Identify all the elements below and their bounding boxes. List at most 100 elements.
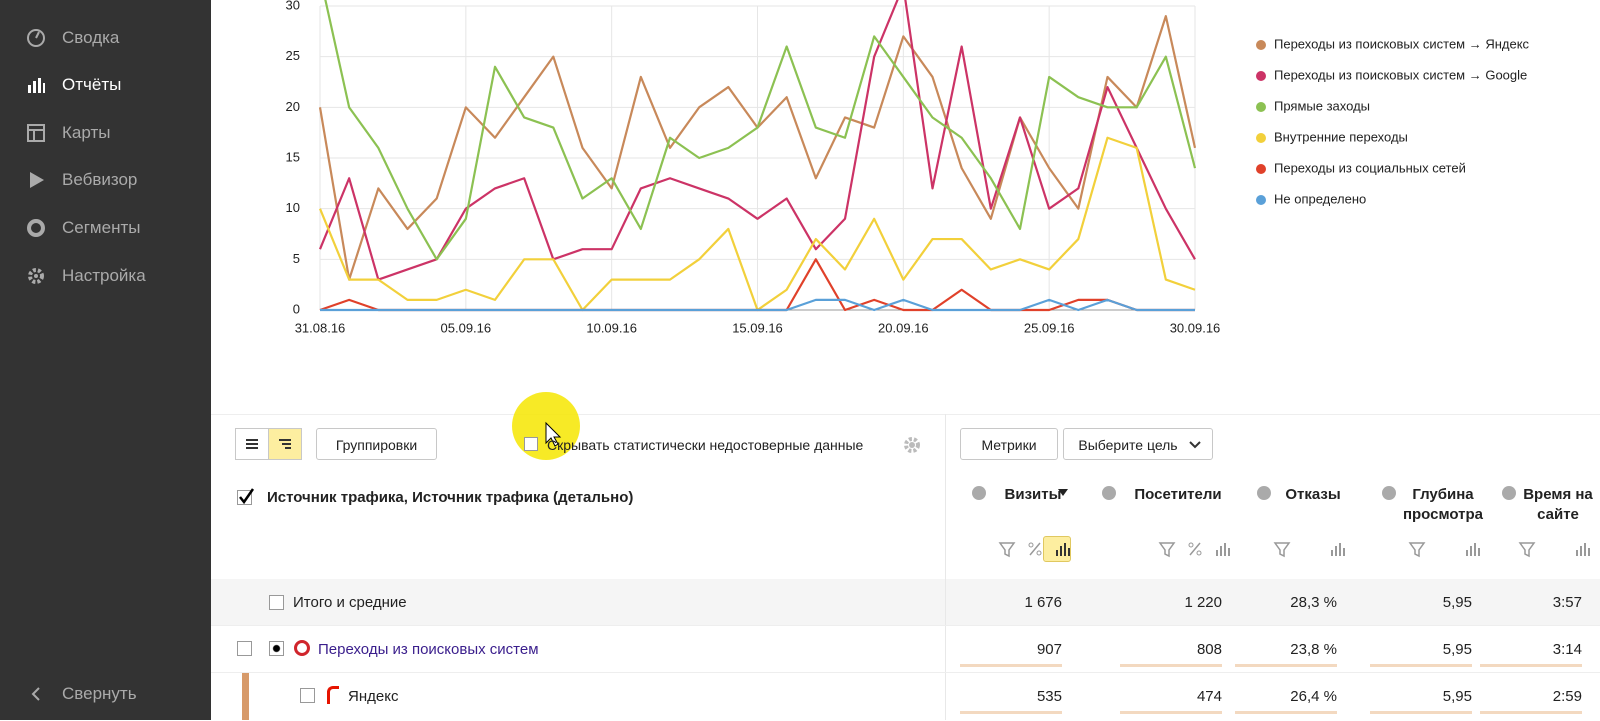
column-header[interactable]: Посетители: [1134, 486, 1222, 503]
row-divider: [211, 672, 1600, 673]
cell-value: 28,3 %: [1290, 594, 1337, 611]
cell-value: 474: [1196, 688, 1222, 705]
sidebar: Сводка Отчёты Карты Вебвизор Сегменты На…: [0, 0, 211, 720]
dimension-header: Источник трафика, Источник трафика (дета…: [267, 489, 634, 506]
legend-marker: [1256, 40, 1266, 50]
line-series: [320, 298, 1195, 312]
help-icon: [972, 486, 986, 500]
y-tick-label: 0: [293, 301, 300, 316]
view-switch[interactable]: [235, 428, 303, 462]
nav-item[interactable]: Сводка: [62, 28, 120, 47]
cell-bar: [1370, 664, 1472, 667]
x-tick-label: 10.09.16: [586, 320, 637, 335]
legend-marker: [1256, 102, 1266, 112]
x-tick-label: 25.09.16: [1024, 320, 1075, 335]
icon: [28, 78, 45, 93]
collapse-button[interactable]: [237, 641, 252, 656]
column-header[interactable]: Время на сайте: [1523, 486, 1593, 523]
nav-item[interactable]: Отчёты: [62, 75, 122, 94]
nav-item[interactable]: Настройка: [62, 266, 146, 285]
legend-marker: [1256, 195, 1266, 205]
y-tick-label: 15: [286, 149, 300, 164]
y-tick-label: 20: [286, 99, 300, 114]
collapse[interactable]: Свернуть: [62, 684, 137, 703]
column-header[interactable]: Глубина просмотра: [1402, 486, 1484, 523]
row-color-marker: [242, 672, 249, 720]
cell-value: 1 676: [1024, 594, 1062, 611]
cell-value: 3:14: [1552, 641, 1582, 658]
icon: [31, 687, 40, 701]
nav-item[interactable]: Сегменты: [62, 218, 141, 237]
settings-icon[interactable]: [902, 435, 922, 455]
cell-bar: [960, 664, 1062, 667]
legend-label: Внутренние переходы: [1274, 129, 1408, 144]
cell-value: 23,8 %: [1290, 641, 1337, 658]
nav-item[interactable]: Карты: [62, 123, 111, 142]
checkbox[interactable]: [524, 437, 538, 451]
dropdown-arrow: [1189, 441, 1201, 449]
column-header[interactable]: Визиты: [1004, 486, 1062, 503]
row-label[interactable]: Переходы из поисковых систем: [318, 641, 539, 658]
cell-value: 808: [1196, 641, 1222, 658]
cell-value: 26,4 %: [1290, 688, 1337, 705]
legend-label: Прямые заходы: [1274, 98, 1370, 113]
column-header[interactable]: Отказы: [1285, 486, 1341, 503]
chart-toggle-active: [1043, 536, 1071, 562]
sort-arrow: [1058, 489, 1068, 496]
column-tools[interactable]: [1130, 540, 1230, 560]
row-label: Яндекс: [348, 688, 399, 705]
line-series: [318, 0, 1196, 281]
cell-bar: [1120, 711, 1222, 714]
column-tools[interactable]: [1490, 540, 1590, 560]
nav-item[interactable]: Вебвизор: [62, 170, 138, 189]
checkbox[interactable]: [269, 595, 284, 610]
column-divider: [945, 414, 946, 720]
legend-marker: [1256, 133, 1266, 143]
cell-value: 1 220: [1184, 594, 1222, 611]
radio-checked[interactable]: [269, 641, 284, 656]
checkbox-checked[interactable]: [237, 488, 255, 506]
cell-value: 3:57: [1552, 594, 1582, 611]
line-series: [324, 0, 1197, 261]
yandex-logo: [327, 686, 339, 704]
cell-value: 5,95: [1442, 594, 1472, 611]
y-tick-label: 10: [286, 200, 300, 215]
y-tick-label: 5: [293, 251, 300, 266]
totals-row-bg: [211, 579, 1600, 625]
icon: [27, 124, 45, 142]
row-label: Итого и средние: [293, 594, 407, 611]
column-tools[interactable]: [1380, 540, 1480, 560]
icon: [27, 29, 45, 47]
column-tools[interactable]: [970, 540, 1070, 560]
cell-bar: [1235, 711, 1337, 714]
icon: [27, 219, 45, 237]
legend-label: Переходы из поисковых систем → Яндекс: [1274, 36, 1530, 51]
metrics-button[interactable]: Метрики: [960, 428, 1058, 460]
checkbox-checked[interactable]: [300, 688, 315, 703]
help-icon: [1257, 486, 1271, 500]
cell-value: 535: [1036, 688, 1062, 705]
y-tick-label: 25: [286, 48, 300, 63]
x-tick-label: 05.09.16: [441, 320, 492, 335]
icon: [30, 172, 44, 188]
x-tick-label: 15.09.16: [732, 320, 783, 335]
column-tools[interactable]: [1245, 540, 1345, 560]
legend-label: Переходы из социальных сетей: [1274, 160, 1466, 175]
row-divider: [211, 625, 1600, 626]
cell-bar: [1480, 711, 1582, 714]
cell-bar: [1370, 711, 1472, 714]
groupings-button[interactable]: Группировки: [316, 428, 437, 460]
goal-select[interactable]: Выберите цель: [1063, 428, 1213, 460]
help-icon: [1102, 486, 1116, 500]
chart: 0 5 10 15 20 25 30 31.08.16 05.09.16 10.09.16 15.0…: [286, 0, 1530, 335]
x-tick-label: 20.09.16: [878, 320, 929, 335]
x-tick-label: 31.08.16: [295, 320, 346, 335]
legend-marker: [1256, 71, 1266, 81]
hide-unreliable-label[interactable]: Скрывать статистически недостоверные дан…: [547, 437, 864, 453]
icon: [28, 268, 44, 284]
cell-bar: [1120, 664, 1222, 667]
cell-bar: [960, 711, 1062, 714]
help-icon: [1502, 486, 1516, 500]
